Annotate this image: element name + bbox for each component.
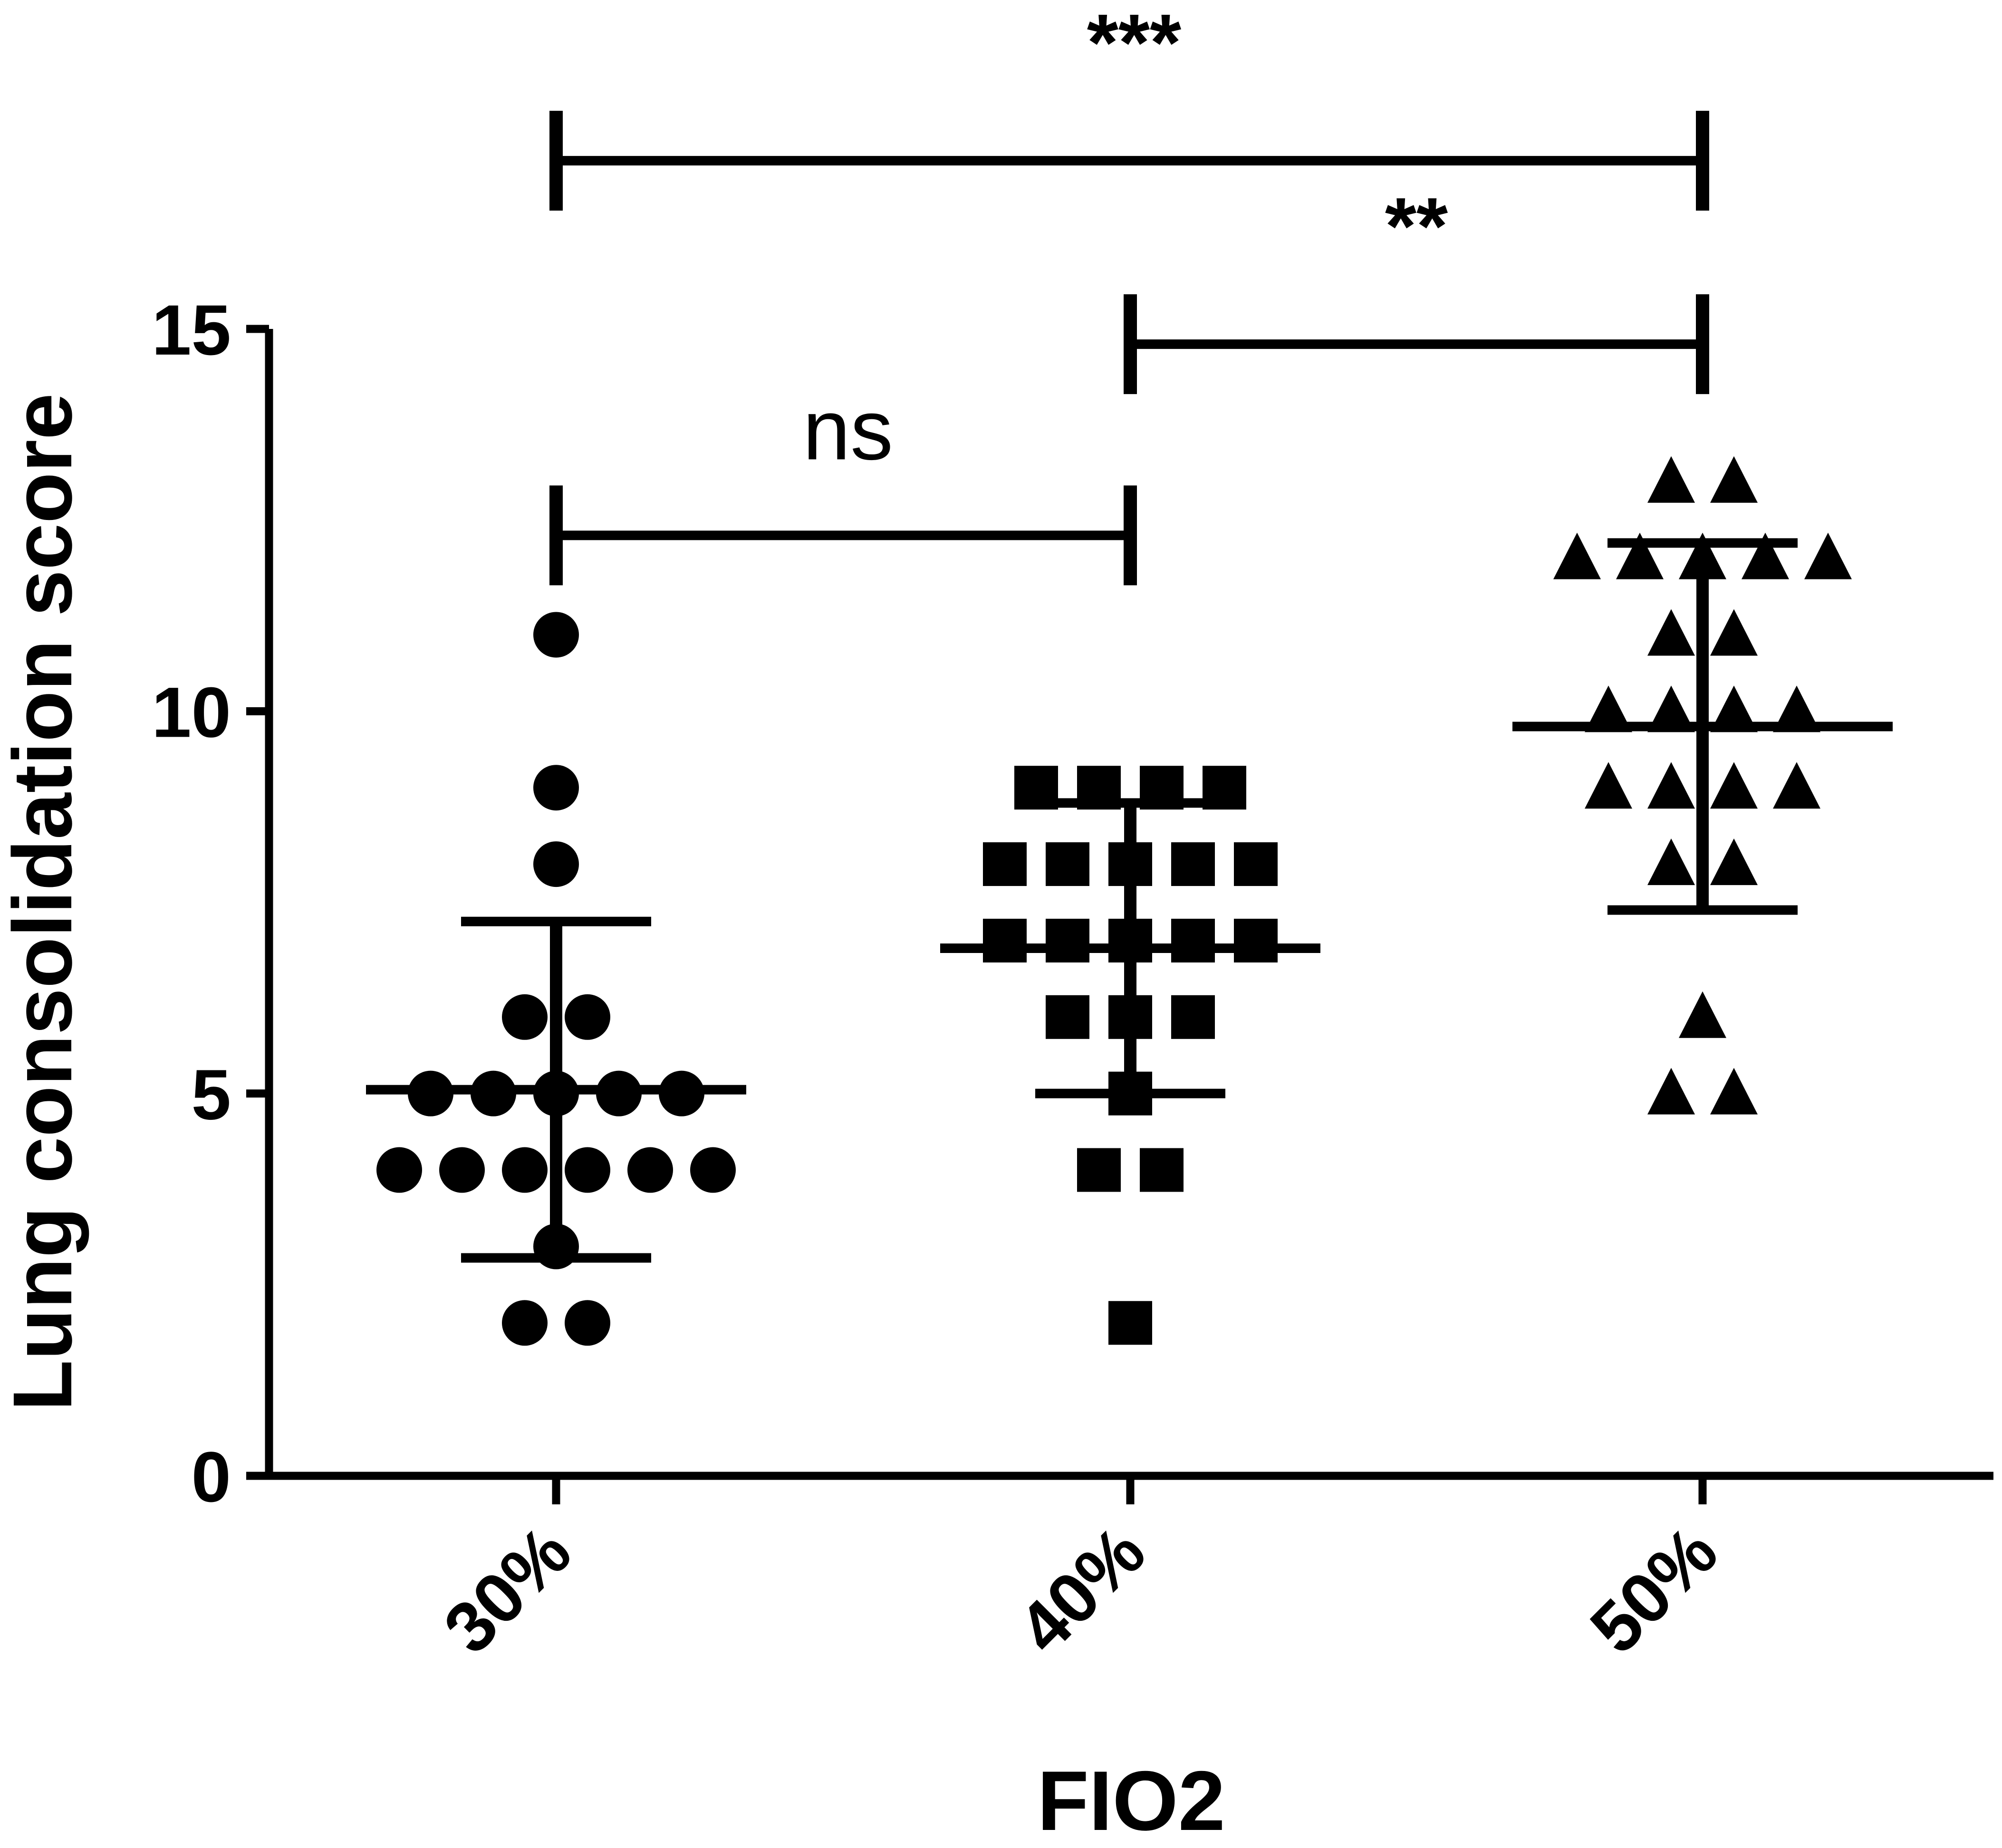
data-point [502, 1300, 548, 1346]
data-point [1171, 995, 1215, 1039]
data-point [1773, 762, 1820, 809]
data-point [1046, 995, 1089, 1039]
data-point [1171, 842, 1215, 886]
data-point [1585, 762, 1632, 809]
significance-annotations: ns***** [549, 0, 1709, 586]
y-ticks: 0 5 10 15 [152, 290, 269, 1517]
data-point [1710, 1068, 1758, 1115]
data-point [1046, 842, 1089, 886]
data-point [1804, 532, 1852, 579]
data-point [565, 1300, 610, 1346]
data-point [1710, 685, 1758, 732]
data-point [1585, 685, 1632, 732]
data-point [983, 918, 1027, 962]
data-point [1647, 838, 1695, 886]
data-point [1710, 456, 1758, 503]
data-point [1773, 685, 1820, 732]
data-point [1647, 685, 1695, 732]
data-point [1140, 1148, 1184, 1192]
data-points [376, 456, 1852, 1346]
data-point [533, 765, 579, 811]
data-point [1234, 918, 1278, 962]
significance-label: ns [803, 382, 893, 478]
y-tick-label: 15 [152, 290, 231, 370]
x-tick-label: 40% [1003, 1511, 1160, 1668]
data-point [1234, 842, 1278, 886]
data-point [502, 1147, 548, 1193]
data-point [1077, 1148, 1121, 1192]
data-point [1647, 609, 1695, 656]
data-point [690, 1147, 736, 1193]
data-point [533, 841, 579, 887]
data-point [1710, 762, 1758, 809]
significance-label: *** [1087, 0, 1181, 88]
data-point [1710, 838, 1758, 886]
y-tick-label: 10 [152, 672, 231, 752]
data-point [983, 842, 1027, 886]
data-point [1616, 532, 1664, 579]
data-point [627, 1147, 673, 1193]
data-point [502, 994, 548, 1040]
y-tick-label: 0 [192, 1437, 231, 1517]
x-tick-label: 30% [429, 1511, 586, 1668]
data-point [565, 1147, 610, 1193]
data-point [1679, 991, 1726, 1038]
data-point [1710, 609, 1758, 656]
x-tick-label: 50% [1575, 1511, 1732, 1668]
data-point [1553, 532, 1601, 579]
y-tick-label: 5 [192, 1055, 231, 1135]
data-point [1647, 762, 1695, 809]
data-point [1647, 1068, 1695, 1115]
data-point [376, 1147, 422, 1193]
data-point [439, 1147, 485, 1193]
data-point [565, 994, 610, 1040]
data-point [533, 612, 579, 658]
data-point [1742, 532, 1789, 579]
x-ticks: 30% 40% 50% [429, 1476, 1732, 1668]
x-axis-title: FIO2 [1037, 1753, 1225, 1848]
data-point [1171, 918, 1215, 962]
data-point [1046, 918, 1089, 962]
y-axis-title: Lung consolidation score [0, 393, 89, 1411]
mean-sd-bars [366, 538, 1893, 1263]
significance-label: ** [1385, 181, 1448, 271]
data-point [1108, 1301, 1152, 1345]
data-point [1647, 456, 1695, 503]
